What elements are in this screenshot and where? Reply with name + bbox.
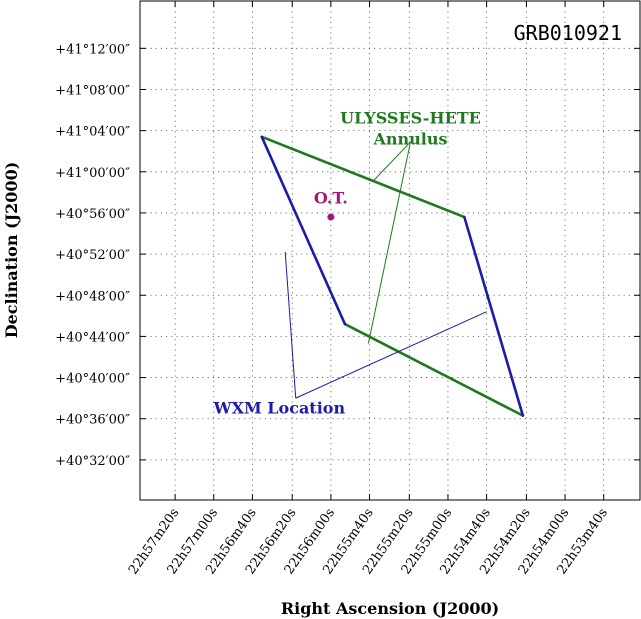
annotation-leader-line	[367, 141, 411, 344]
annotation-label: WXM Location	[213, 399, 346, 418]
axis-ticks	[140, 1, 640, 500]
annotation-leader-line	[295, 311, 487, 399]
grid-lines	[140, 1, 640, 500]
error-box-edge	[343, 322, 525, 417]
y-axis-title: Declination (J2000)	[2, 162, 21, 339]
y-tick-label: +40°52′00″	[55, 248, 130, 263]
y-tick-labels: +41°12′00″ +41°08′00″ +41°04′00″ +41°00′00″…	[55, 42, 130, 469]
annotation-leader-line	[284, 252, 297, 399]
y-tick-label: +40°56′00″	[55, 207, 130, 222]
y-tick-label: +40°32′00″	[55, 454, 130, 469]
annotation-label: ULYSSES-HETE	[340, 108, 481, 127]
x-tick-labels: 22h57m20s22h57m00s22h56m40s22h56m20s22h5…	[126, 506, 611, 578]
y-tick-label: +41°04′00″	[55, 125, 130, 140]
annotation-leader-line	[373, 141, 411, 181]
y-tick-label: +40°40′00″	[55, 372, 130, 387]
error-box-edge	[260, 135, 466, 219]
y-tick-label: +41°12′00″	[55, 42, 130, 57]
y-tick-label: +40°44′00″	[55, 330, 130, 345]
annotation-label: O.T.	[314, 189, 348, 208]
plot-frame	[139, 0, 641, 501]
data-marks	[260, 135, 525, 417]
y-tick-label: +41°00′00″	[55, 166, 130, 181]
y-tick-label: +41°08′00″	[55, 83, 130, 98]
annotations: ULYSSES-HETE Annulus O.T. WXM Location	[213, 108, 487, 418]
y-tick-label: +40°36′00″	[55, 413, 130, 428]
x-axis-title: Right Ascension (J2000)	[281, 599, 499, 618]
chart-title: GRB010921	[514, 21, 622, 45]
annotation-label: Annulus	[372, 129, 447, 148]
y-tick-label: +40°48′00″	[55, 289, 130, 304]
optical-transient-point	[327, 213, 335, 221]
error-box-edge	[463, 215, 525, 417]
error-box-edge	[260, 135, 347, 326]
